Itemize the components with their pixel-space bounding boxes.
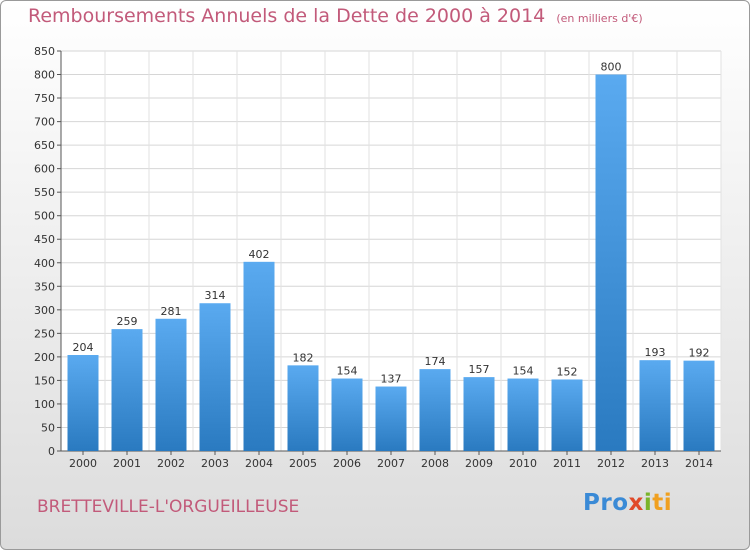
x-tick-label-2002: 2002 xyxy=(157,457,185,470)
bar-2005 xyxy=(287,365,319,451)
bar-2009 xyxy=(463,377,495,451)
chart-unit-text: (en milliers d'€) xyxy=(556,12,643,25)
y-tick-label: 750 xyxy=(34,92,55,105)
y-tick-label: 250 xyxy=(34,327,55,340)
value-label-2008: 174 xyxy=(425,355,446,368)
bar-2012 xyxy=(595,74,627,451)
value-label-2005: 182 xyxy=(293,351,314,364)
y-tick-label: 600 xyxy=(34,163,55,176)
value-label-2000: 204 xyxy=(73,341,94,354)
bar-2011 xyxy=(551,379,583,451)
y-tick-label: 800 xyxy=(34,69,55,82)
x-tick-label-2003: 2003 xyxy=(201,457,229,470)
y-tick-label: 200 xyxy=(34,351,55,364)
y-tick-label: 550 xyxy=(34,186,55,199)
y-tick-label: 350 xyxy=(34,280,55,293)
bar-2014 xyxy=(683,360,715,451)
logo-part-4: ti xyxy=(652,490,673,516)
logo-part-2: x xyxy=(628,490,644,516)
x-tick-label-2008: 2008 xyxy=(421,457,449,470)
value-label-2010: 154 xyxy=(513,365,534,378)
value-label-2001: 259 xyxy=(117,315,138,328)
value-label-2004: 402 xyxy=(249,248,270,261)
logo-part-3: i xyxy=(643,490,653,516)
y-tick-label: 150 xyxy=(34,374,55,387)
y-tick-label: 50 xyxy=(41,421,55,434)
value-label-2009: 157 xyxy=(469,363,490,376)
bar-2010 xyxy=(507,378,539,451)
bar-2004 xyxy=(243,261,275,451)
bar-2003 xyxy=(199,303,231,451)
y-tick-label: 400 xyxy=(34,257,55,270)
value-label-2002: 281 xyxy=(161,305,182,318)
chart-title-text: Remboursements Annuels de la Dette de 20… xyxy=(28,5,546,27)
bar-2013 xyxy=(639,360,671,451)
bar-2006 xyxy=(331,378,363,451)
x-tick-label-2000: 2000 xyxy=(69,457,97,470)
y-tick-label: 100 xyxy=(34,398,55,411)
x-tick-label-2011: 2011 xyxy=(553,457,581,470)
value-label-2011: 152 xyxy=(557,365,578,378)
value-label-2007: 137 xyxy=(381,373,402,386)
commune-name: BRETTEVILLE-L'ORGUEILLEUSE xyxy=(37,497,300,517)
y-tick-label: 300 xyxy=(34,304,55,317)
x-tick-label-2013: 2013 xyxy=(641,457,669,470)
proxiti-logo: Proxiti xyxy=(583,490,672,516)
x-tick-label-2006: 2006 xyxy=(333,457,361,470)
value-label-2003: 314 xyxy=(205,289,226,302)
value-label-2006: 154 xyxy=(337,365,358,378)
y-tick-label: 450 xyxy=(34,233,55,246)
logo-part-1: Pro xyxy=(583,490,629,516)
x-tick-label-2004: 2004 xyxy=(245,457,273,470)
y-tick-label: 500 xyxy=(34,210,55,223)
x-tick-label-2010: 2010 xyxy=(509,457,537,470)
chart-title: Remboursements Annuels de la Dette de 20… xyxy=(28,5,643,27)
y-tick-label: 0 xyxy=(48,445,55,458)
y-tick-label: 700 xyxy=(34,116,55,129)
y-tick-label: 850 xyxy=(34,45,55,58)
bar-2001 xyxy=(111,329,143,451)
bar-2002 xyxy=(155,318,187,451)
x-tick-label-2005: 2005 xyxy=(289,457,317,470)
bar-2000 xyxy=(67,355,99,451)
x-tick-label-2007: 2007 xyxy=(377,457,405,470)
x-tick-label-2012: 2012 xyxy=(597,457,625,470)
y-tick-label: 650 xyxy=(34,139,55,152)
bar-2008 xyxy=(419,369,451,451)
value-label-2014: 192 xyxy=(689,347,710,360)
x-tick-label-2009: 2009 xyxy=(465,457,493,470)
value-label-2012: 800 xyxy=(601,61,622,74)
bar-2007 xyxy=(375,386,407,451)
x-tick-label-2014: 2014 xyxy=(685,457,713,470)
value-label-2013: 193 xyxy=(645,346,666,359)
x-tick-label-2001: 2001 xyxy=(113,457,141,470)
